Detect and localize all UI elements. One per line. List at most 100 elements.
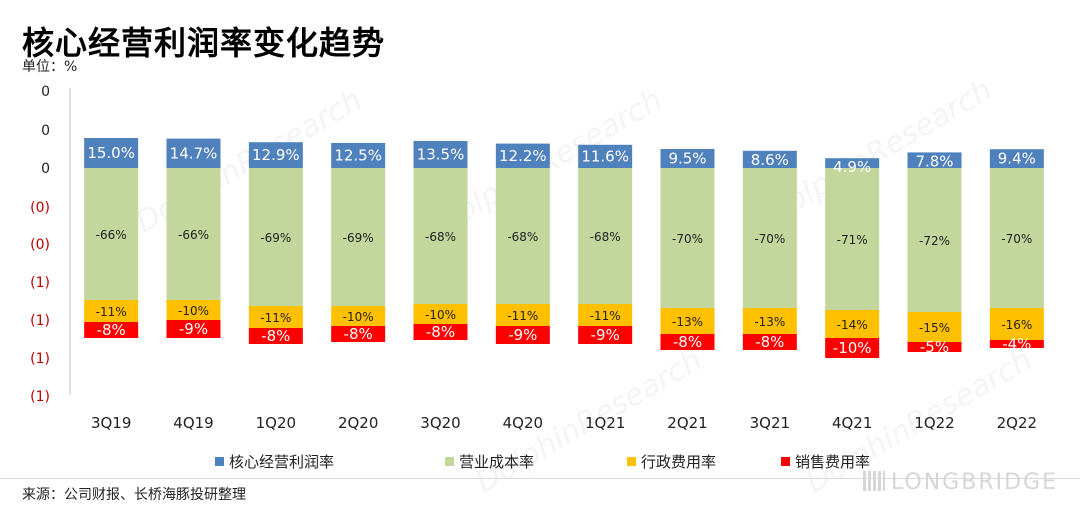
cost-bar: [495, 168, 550, 304]
profit-bar: [331, 143, 386, 168]
sales-expense-data-label: -10%: [833, 339, 872, 357]
sales-expense-bar: [495, 326, 550, 344]
admin-expense-bar: [825, 310, 880, 338]
x-tick-label: 4Q21: [832, 414, 872, 432]
legend-swatch: [627, 457, 636, 466]
unit-label: 单位：%: [22, 59, 78, 75]
sales-expense-data-label: -8%: [344, 325, 373, 343]
cost-bar: [742, 168, 797, 308]
profit-data-label: 9.4%: [998, 150, 1036, 168]
cost-data-label: -70%: [672, 232, 703, 246]
admin-expense-bar: [331, 306, 386, 326]
cost-data-label: -66%: [96, 228, 127, 242]
profit-bar: [907, 152, 962, 168]
sales-expense-data-label: -4%: [1002, 335, 1031, 353]
profit-bar: [578, 144, 633, 168]
cost-data-label: -69%: [260, 231, 291, 245]
admin-expense-data-label: -10%: [178, 304, 209, 318]
sales-expense-data-label: -5%: [920, 338, 949, 356]
x-tick-label: 1Q20: [256, 414, 296, 432]
profit-bar: [660, 149, 715, 168]
profit-data-label: 9.5%: [668, 150, 706, 168]
admin-expense-bar: [578, 304, 633, 326]
footer-divider: [0, 478, 1080, 479]
admin-expense-data-label: -10%: [343, 310, 374, 324]
profit-data-label: 4.9%: [833, 158, 871, 176]
profit-bar: [166, 138, 221, 168]
profit-data-label: 7.8%: [915, 152, 953, 170]
sales-expense-bar: [248, 328, 303, 344]
profit-data-label: 14.7%: [170, 144, 218, 162]
admin-expense-bar: [166, 300, 221, 320]
x-tick-label: 3Q19: [91, 414, 131, 432]
cost-data-label: -70%: [1001, 232, 1032, 246]
y-tick-label: (1): [30, 389, 50, 405]
legend-swatch: [781, 457, 790, 466]
y-tick-label: 0: [41, 84, 50, 100]
sales-expense-data-label: -8%: [755, 333, 784, 351]
profit-bar: [84, 138, 139, 168]
brand-logo: LONGBRIDGE: [862, 470, 1058, 495]
sales-expense-bar: [660, 334, 715, 350]
x-tick-label: 1Q21: [585, 414, 625, 432]
y-tick-label: (1): [30, 351, 50, 367]
legend-swatch: [445, 457, 454, 466]
sales-expense-bar: [989, 340, 1044, 348]
admin-expense-data-label: -10%: [425, 308, 456, 322]
sales-expense-data-label: -9%: [508, 326, 537, 344]
sales-expense-data-label: -9%: [591, 326, 620, 344]
cost-data-label: -72%: [919, 234, 950, 248]
legend-label: 核心经营利润率: [229, 453, 334, 470]
cost-bar: [413, 168, 468, 304]
x-tick-label: 2Q22: [997, 414, 1037, 432]
cost-bar: [989, 168, 1044, 308]
admin-expense-bar: [413, 304, 468, 324]
sales-expense-data-label: -8%: [97, 321, 126, 339]
legend-label: 行政费用率: [641, 453, 716, 470]
sales-expense-bar: [578, 326, 633, 344]
admin-expense-bar: [989, 308, 1044, 340]
sales-expense-data-label: -8%: [673, 333, 702, 351]
cost-data-label: -70%: [754, 232, 785, 246]
sales-expense-bar: [331, 326, 386, 342]
admin-expense-bar: [660, 308, 715, 334]
admin-expense-data-label: -15%: [919, 321, 950, 335]
sales-expense-data-label: -8%: [261, 327, 290, 345]
sales-expense-bar: [84, 322, 139, 338]
y-tick-label: (1): [30, 313, 50, 329]
admin-expense-bar: [84, 300, 139, 322]
profit-bar: [413, 141, 468, 168]
sales-expense-data-label: -9%: [179, 320, 208, 338]
admin-expense-bar: [742, 308, 797, 334]
cost-bar: [166, 168, 221, 300]
cost-data-label: -68%: [425, 230, 456, 244]
admin-expense-bar: [907, 312, 962, 342]
profit-bar: [742, 150, 797, 168]
y-tick-label: (0): [30, 200, 50, 216]
cost-bar: [248, 168, 303, 306]
profit-data-label: 12.2%: [499, 147, 547, 165]
sales-expense-bar: [413, 324, 468, 340]
cost-data-label: -71%: [837, 233, 868, 247]
admin-expense-data-label: -11%: [96, 305, 127, 319]
x-tick-label: 2Q20: [338, 414, 378, 432]
admin-expense-bar: [248, 306, 303, 328]
brand-text: LONGBRIDGE: [890, 470, 1058, 495]
cost-bar: [578, 168, 633, 304]
profit-data-label: 15.0%: [87, 144, 135, 162]
admin-expense-data-label: -13%: [754, 315, 785, 329]
source-note: 来源：公司财报、长桥海豚投研整理: [22, 487, 246, 503]
cost-bar: [825, 168, 880, 310]
cost-data-label: -69%: [343, 231, 374, 245]
sales-expense-bar: [166, 320, 221, 338]
cost-bar: [84, 168, 139, 300]
sales-expense-bar: [825, 338, 880, 358]
y-tick-label: (1): [30, 275, 50, 291]
chart-title: 核心经营利润率变化趋势: [22, 24, 386, 62]
profit-data-label: 8.6%: [751, 151, 789, 169]
profit-data-label: 12.9%: [252, 146, 300, 164]
profit-data-label: 11.6%: [581, 147, 629, 165]
cost-bar: [331, 168, 386, 306]
cost-bar: [660, 168, 715, 308]
profit-bar: [825, 158, 880, 168]
